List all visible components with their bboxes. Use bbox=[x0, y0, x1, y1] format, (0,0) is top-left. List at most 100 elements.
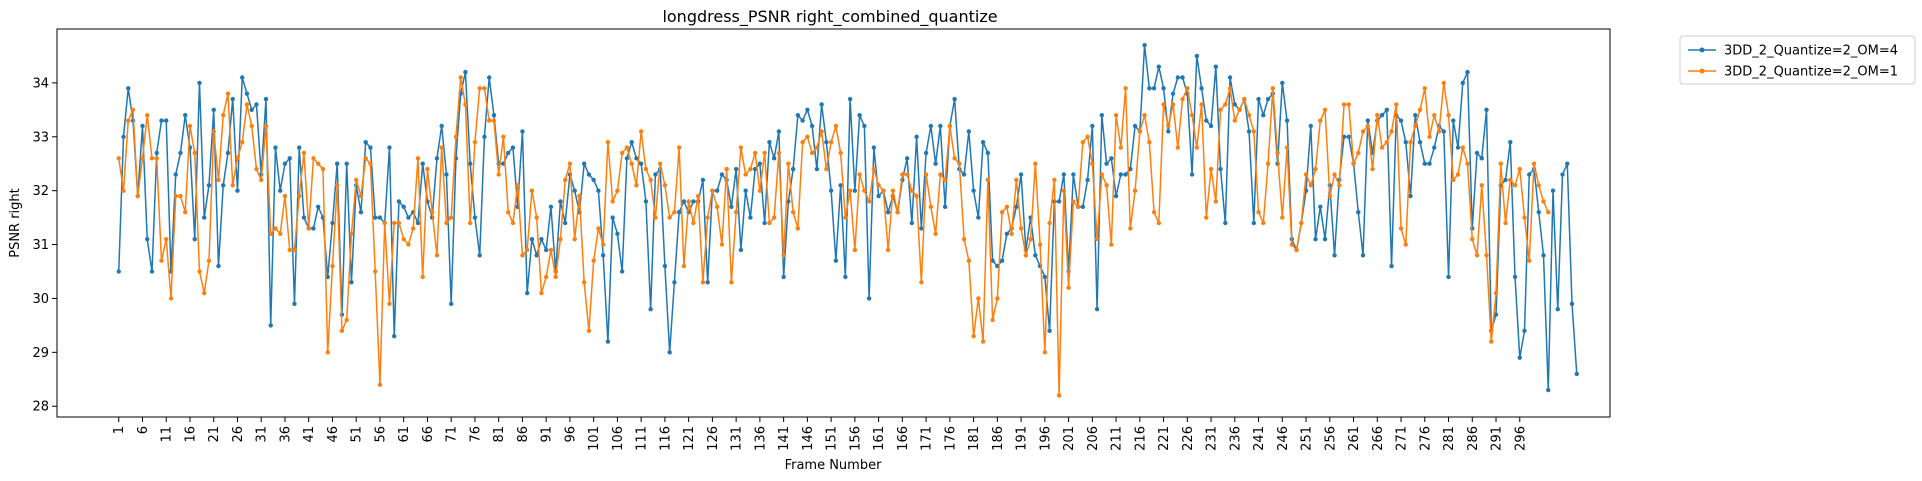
data-point bbox=[771, 156, 777, 161]
data-point bbox=[168, 296, 174, 301]
data-point bbox=[966, 129, 972, 134]
data-point bbox=[923, 172, 929, 177]
x-tick-label: 71 bbox=[445, 426, 460, 443]
data-point bbox=[1104, 183, 1109, 188]
data-point bbox=[1147, 139, 1152, 145]
x-tick-label: 216 bbox=[1133, 426, 1148, 451]
data-point bbox=[767, 139, 772, 145]
x-tick-label: 176 bbox=[943, 426, 958, 451]
y-tick-label: 30 bbox=[32, 292, 49, 307]
data-point bbox=[1536, 183, 1541, 188]
data-point bbox=[1550, 188, 1556, 193]
x-tick-label: 86 bbox=[516, 426, 531, 443]
x-tick-label: 31 bbox=[255, 426, 270, 443]
data-point bbox=[1398, 226, 1404, 231]
data-point bbox=[596, 226, 601, 231]
data-point bbox=[691, 199, 696, 204]
data-point bbox=[1009, 231, 1014, 236]
data-point bbox=[648, 307, 653, 312]
data-point bbox=[681, 263, 687, 269]
data-point bbox=[667, 350, 672, 355]
x-axis: 1 6 11 16 21 26 31 36 41 46 51 56 61 66 71 76 81 86 91 96 10… bbox=[112, 417, 1528, 451]
data-point bbox=[653, 172, 658, 177]
data-point bbox=[392, 333, 397, 339]
x-tick-label: 251 bbox=[1300, 426, 1315, 451]
data-point bbox=[1436, 129, 1442, 134]
data-point bbox=[1365, 123, 1370, 129]
data-point bbox=[1284, 118, 1290, 123]
y-axis: 28 29 30 31 32 33 34 bbox=[32, 76, 57, 415]
data-point bbox=[1256, 210, 1261, 215]
data-point bbox=[1493, 312, 1499, 317]
data-point bbox=[363, 139, 368, 145]
data-point bbox=[206, 183, 212, 188]
y-tick-label: 32 bbox=[32, 184, 49, 199]
data-point bbox=[1223, 220, 1228, 226]
data-point bbox=[472, 139, 478, 145]
data-point bbox=[1389, 129, 1394, 134]
data-point bbox=[335, 161, 340, 166]
data-point bbox=[330, 220, 335, 226]
data-point bbox=[282, 193, 288, 199]
data-point bbox=[520, 129, 525, 134]
data-point bbox=[1071, 199, 1076, 204]
data-point bbox=[1080, 139, 1086, 145]
data-point bbox=[1489, 339, 1494, 344]
data-point bbox=[249, 107, 254, 113]
data-point bbox=[1118, 145, 1124, 150]
data-point bbox=[463, 102, 468, 107]
data-point bbox=[477, 253, 482, 258]
data-point bbox=[1199, 102, 1204, 107]
data-point bbox=[833, 123, 839, 129]
data-point bbox=[1208, 166, 1214, 172]
data-point bbox=[254, 166, 259, 172]
data-point bbox=[1432, 113, 1437, 118]
data-point bbox=[1246, 113, 1252, 118]
data-point bbox=[885, 210, 891, 215]
data-point bbox=[619, 150, 625, 156]
x-tick-label: 256 bbox=[1323, 426, 1338, 451]
data-point bbox=[1156, 220, 1162, 226]
data-point bbox=[1508, 177, 1513, 183]
data-point bbox=[1280, 80, 1285, 86]
data-point bbox=[325, 274, 330, 280]
data-point bbox=[1132, 123, 1138, 129]
data-point bbox=[486, 75, 492, 80]
data-point bbox=[363, 156, 368, 161]
data-point bbox=[1408, 139, 1413, 145]
data-point bbox=[923, 150, 929, 156]
data-point bbox=[1332, 172, 1337, 177]
data-point bbox=[1299, 220, 1304, 226]
y-axis-label: PSNR right bbox=[8, 188, 23, 258]
data-point bbox=[1446, 113, 1451, 118]
data-point bbox=[1227, 86, 1233, 91]
data-point bbox=[610, 199, 615, 204]
data-point bbox=[183, 113, 188, 118]
data-point bbox=[1056, 393, 1062, 398]
data-point bbox=[373, 215, 378, 220]
data-point bbox=[643, 166, 649, 172]
data-point bbox=[368, 145, 373, 150]
data-point bbox=[1522, 328, 1527, 333]
data-point bbox=[145, 236, 150, 242]
data-point bbox=[786, 161, 791, 166]
data-point bbox=[1175, 75, 1181, 80]
data-point bbox=[354, 177, 359, 183]
x-tick-label: 141 bbox=[777, 426, 792, 451]
data-point bbox=[1213, 64, 1219, 69]
data-point bbox=[448, 301, 454, 307]
data-point bbox=[553, 274, 558, 280]
data-point bbox=[605, 339, 611, 344]
data-point bbox=[178, 150, 183, 156]
data-point bbox=[1270, 86, 1276, 91]
data-point bbox=[1503, 177, 1508, 183]
data-point bbox=[1037, 242, 1043, 247]
data-point bbox=[159, 118, 164, 123]
data-point bbox=[501, 134, 506, 139]
data-point bbox=[1441, 80, 1446, 86]
data-point bbox=[420, 161, 425, 166]
data-point bbox=[1451, 177, 1456, 183]
data-point bbox=[757, 188, 763, 193]
data-point bbox=[976, 215, 981, 220]
data-point bbox=[1498, 161, 1503, 166]
